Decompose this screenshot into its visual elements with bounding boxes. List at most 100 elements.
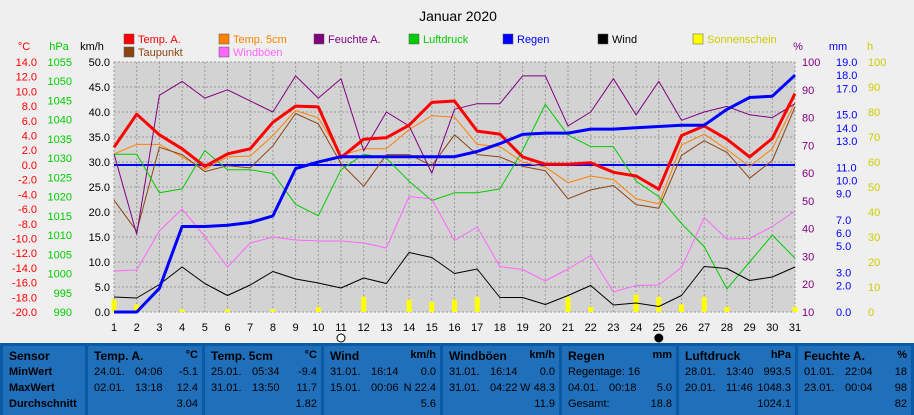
legend-swatch-feuchte-a-: [313, 33, 325, 45]
rain-axis-unit: mm: [829, 41, 847, 53]
rain-max-date: 04.01.: [568, 382, 599, 394]
sun-tick-label: 90: [868, 82, 880, 94]
x-tick-label: 11: [335, 322, 346, 334]
x-tick-label: 30: [766, 322, 778, 334]
pressure-tick-label: 1035: [48, 134, 72, 146]
legend-label-wind: Wind: [612, 34, 637, 46]
temp-tick-label: -6.0: [18, 204, 37, 216]
sunshine-bar-26: [679, 304, 684, 312]
pressure-tick-label: 1005: [48, 249, 72, 261]
sunshine-bar-14: [406, 299, 412, 312]
sun-tick-label: 70: [868, 132, 880, 144]
pressure-max-time: 11:46: [726, 382, 753, 394]
gust-max-date: 31.01.: [449, 382, 480, 394]
temp-5cm-avg: 1.82: [295, 398, 317, 410]
humidity-tick-label: 50: [802, 196, 814, 208]
humidity-tick-label: 30: [802, 251, 814, 263]
pressure-tick-label: 1015: [48, 211, 72, 223]
x-tick-label: 6: [224, 322, 230, 334]
pressure-max-date: 20.01.: [685, 382, 716, 394]
rain-tick-label: 13.0: [836, 136, 857, 148]
legend-swatch-windb-en: [218, 46, 230, 58]
series-line-wind: [113, 252, 796, 307]
y-axes: 14.0 12.0 10.0 8.0 6.0 4.0 2.0 0.0 -2.0 -4.0 -6.0 -…: [12, 57, 886, 319]
legend-swatch-taupunkt: [123, 46, 135, 58]
temp-tick-label: -16.0: [12, 278, 37, 290]
chart-title: Januar 2020: [419, 8, 497, 24]
sunshine-bar-16: [452, 299, 457, 312]
stats-wind-panel: Wind km/h 31.01. 16:14 0.0 15.01. 00:06 N 22.…: [324, 346, 440, 415]
sunshine-bar-27: [701, 297, 707, 312]
series-line-temp-5cm: [113, 102, 796, 205]
rain-tick-label: 7.0: [836, 215, 851, 227]
min-label: MinWert: [9, 366, 53, 378]
temp-5cm-header: Temp. 5cm: [211, 349, 273, 363]
wind-min-date: 31.01.: [330, 366, 361, 378]
x-tick-label: 8: [270, 322, 276, 334]
legend-swatch-temp-5cm: [218, 33, 230, 45]
sunshine-bar-25: [656, 297, 662, 312]
sunshine-bar-31: [792, 307, 798, 312]
wind-tick-label: 10.0: [89, 257, 110, 269]
wind-tick-label: 0.0: [95, 307, 110, 319]
rain-unit: mm: [652, 349, 672, 361]
rain-tick-label: 18.0: [836, 70, 857, 82]
gust-header: Windböen: [449, 349, 507, 363]
pressure-tick-label: 990: [54, 307, 72, 319]
rain-days: Regentage: 16: [568, 366, 641, 378]
pressure-tick-label: 1010: [48, 230, 72, 242]
sunshine-bar-17: [474, 297, 480, 312]
sun-tick-label: 20: [868, 257, 880, 269]
sun-tick-label: 0: [868, 307, 874, 319]
x-tick-label: 24: [630, 322, 642, 334]
sunshine-bar-8: [270, 309, 276, 312]
sensor-header: Sensor: [9, 349, 50, 363]
series-line-windb-en: [113, 196, 796, 293]
temp-5cm-min-time: 05:34: [252, 366, 280, 378]
wind-tick-label: 20.0: [89, 207, 110, 219]
moon-new-moon-icon: [654, 333, 664, 343]
moon-first-quarter-icon: [336, 333, 346, 343]
sunshine-bar-12: [361, 297, 367, 312]
temp-tick-label: -2.0: [18, 175, 37, 187]
temp-a-avg: 3.04: [176, 398, 198, 410]
gust-avg: 11.9: [534, 398, 555, 410]
series-line-luftdruck: [114, 103, 796, 290]
stats-humidity-panel: Feuchte A.% 01.01. 22:04 18 23.01. 00:04 98 …: [798, 346, 911, 415]
pressure-min-value: 993.5: [763, 366, 791, 378]
wind-tick-label: 5.0: [95, 282, 110, 294]
sunshine-bar-2: [134, 304, 140, 312]
temp-tick-label: 2.0: [22, 145, 37, 157]
legend-swatch-sonnenschein: [692, 33, 704, 45]
temp-tick-label: -8.0: [18, 219, 37, 231]
temp-tick-label: 14.0: [16, 57, 37, 69]
stats-temp-a-panel: Temp. A. °C 24.01. 04:06 -5.1 02.01. 13:18 12…: [88, 346, 202, 415]
wind-max-value: N 22.4: [403, 382, 436, 394]
x-tick-label: 31: [789, 322, 801, 334]
rain-tick-label: 10.0: [836, 175, 857, 187]
humidity-tick-label: 80: [802, 113, 814, 125]
x-tick-label: 23: [607, 322, 619, 334]
rain-tick-label: 15.0: [836, 110, 857, 122]
temp-a-min-date: 24.01.: [94, 366, 125, 378]
x-tick-label: 20: [539, 322, 551, 334]
wind-tick-label: 40.0: [89, 107, 110, 119]
gust-min-time: 16:14: [490, 366, 518, 378]
grid: [113, 61, 796, 313]
temp-tick-label: -10.0: [12, 233, 37, 245]
temp-a-max-date: 02.01.: [94, 382, 125, 394]
humidity-min-time: 22:04: [845, 366, 873, 378]
x-tick-label: 2: [134, 322, 140, 334]
temp-tick-label: -14.0: [12, 263, 37, 275]
temp-5cm-max-value: 11.7: [296, 382, 317, 394]
rain-max-value: 5.0: [656, 382, 672, 394]
legend-label-feuchte-a-: Feuchte A.: [328, 34, 381, 46]
humidity-tick-label: 60: [802, 168, 814, 180]
temp-axis-unit: °C: [18, 41, 30, 53]
x-tick-label: 27: [698, 322, 710, 334]
series-line-regen: [114, 74, 797, 314]
sun-tick-label: 80: [868, 107, 880, 119]
wind-max-time: 00:06: [371, 382, 399, 394]
sun-tick-label: 10: [868, 282, 880, 294]
temp-a-header: Temp. A.: [94, 349, 144, 363]
